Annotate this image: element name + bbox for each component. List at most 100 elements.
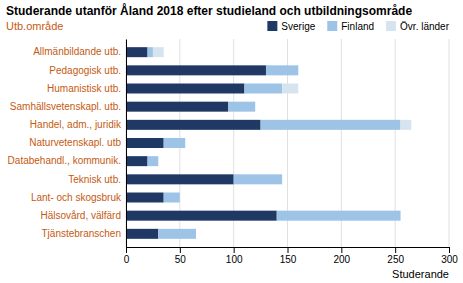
bar <box>179 193 180 203</box>
grid <box>126 39 449 247</box>
bar <box>126 102 228 112</box>
bar <box>298 65 299 75</box>
legend-swatch <box>267 21 277 31</box>
bar <box>195 229 196 239</box>
bar <box>228 102 255 112</box>
y-tick: Teknisk utb. <box>68 174 121 185</box>
bar <box>277 211 401 221</box>
y-axis: Allmänbildande utb. Pedagogisk utb. Humani… <box>8 40 127 248</box>
x-tick: 200 <box>333 247 350 265</box>
y-tick-label: Tjänstebranschen <box>42 228 122 239</box>
legend-label: Finland <box>341 21 374 32</box>
bar <box>126 65 266 75</box>
legend-item: Sverige <box>267 21 315 32</box>
y-tick-label: Naturvetenskapl. utb <box>29 137 121 148</box>
x-tick-mark <box>180 247 181 253</box>
bar <box>244 84 282 94</box>
bar <box>282 174 283 184</box>
x-tick: 0 <box>124 247 130 265</box>
bar <box>126 156 148 166</box>
x-tick-label: 150 <box>280 254 297 265</box>
x-tick-label: 50 <box>175 254 187 265</box>
y-tick-label: Samhällsvetenskapl. utb. <box>10 101 121 112</box>
grid-line <box>449 39 450 247</box>
bar <box>400 211 401 221</box>
bar <box>158 229 196 239</box>
y-tick: Pedagogisk utb. <box>49 65 121 76</box>
y-tick-label: Databehandl., kommunik. <box>8 155 121 166</box>
chart: Studerande utanför Åland 2018 efter stud… <box>0 0 463 283</box>
x-axis-line <box>127 248 450 254</box>
bar <box>164 193 180 203</box>
legend-swatch <box>327 21 337 31</box>
bar <box>126 84 244 94</box>
title: Studerande utanför Åland 2018 efter stud… <box>6 3 412 18</box>
x-tick-mark <box>288 247 289 253</box>
bar <box>126 193 164 203</box>
x-axis-title: Studerande <box>392 268 449 280</box>
grid-line <box>126 39 127 247</box>
x-tick: 250 <box>387 247 404 265</box>
bar <box>185 138 186 148</box>
bar <box>158 156 159 166</box>
y-tick-label: Pedagogisk utb. <box>49 65 121 76</box>
x-tick-label: 0 <box>124 254 130 265</box>
y-axis-title: Utb.område <box>6 20 63 32</box>
bar <box>148 47 153 57</box>
bar <box>255 102 256 112</box>
series <box>126 47 277 239</box>
legend-label: Sverige <box>281 21 315 32</box>
legend-item: Finland <box>327 21 374 32</box>
y-tick: Handel, adm., juridik <box>30 119 122 130</box>
y-axis-line <box>126 40 127 248</box>
y-tick-label: Lant- och skogsbruk <box>31 192 122 203</box>
x-tick: 100 <box>226 247 243 265</box>
bar <box>126 229 158 239</box>
y-tick-label: Hälsovård, välfärd <box>40 210 121 221</box>
x-tick-mark <box>234 247 235 253</box>
x-tick: 300 <box>441 247 458 265</box>
y-tick: Allmänbildande utb. <box>33 46 121 57</box>
x-tick-label: 100 <box>226 254 243 265</box>
x-tick: 50 <box>175 247 187 265</box>
legend: Sverige Finland Övr. länder <box>267 21 449 32</box>
bar <box>153 47 164 57</box>
bar <box>266 65 298 75</box>
y-tick-label: Allmänbildande utb. <box>33 46 121 57</box>
bar <box>126 211 277 221</box>
legend-label: Övr. länder <box>400 21 450 32</box>
bar <box>164 138 186 148</box>
x-tick-mark <box>449 247 450 253</box>
bar <box>148 156 159 166</box>
x-tick-label: 200 <box>333 254 350 265</box>
bar <box>261 120 401 130</box>
bar <box>234 174 282 184</box>
y-tick-label: Handel, adm., juridik <box>30 119 122 130</box>
legend-item: Övr. länder <box>386 21 450 32</box>
bar <box>126 120 261 130</box>
legend-swatch <box>386 21 396 31</box>
x-tick-mark <box>341 247 342 253</box>
y-tick: Naturvetenskapl. utb <box>29 137 121 148</box>
series <box>153 47 411 130</box>
y-tick: Tjänstebranschen <box>42 228 122 239</box>
y-tick-label: Humanistisk utb. <box>47 83 121 94</box>
y-tick: Databehandl., kommunik. <box>8 155 121 166</box>
bars <box>126 47 411 239</box>
bar <box>126 138 164 148</box>
x-axis: 0 50 100 150 200 250 300 <box>124 247 459 265</box>
x-tick-label: 300 <box>441 254 458 265</box>
bar <box>282 84 298 94</box>
y-tick: Samhällsvetenskapl. utb. <box>10 101 121 112</box>
x-tick: 150 <box>280 247 297 265</box>
x-tick-mark <box>126 247 127 253</box>
x-tick-label: 250 <box>387 254 404 265</box>
y-tick: Lant- och skogsbruk <box>31 192 122 203</box>
y-tick: Hälsovård, välfärd <box>40 210 121 221</box>
y-tick-label: Teknisk utb. <box>68 174 121 185</box>
y-tick: Humanistisk utb. <box>47 83 121 94</box>
bar <box>401 120 412 130</box>
x-tick-mark <box>395 247 396 253</box>
bar <box>126 174 234 184</box>
bar <box>126 47 148 57</box>
